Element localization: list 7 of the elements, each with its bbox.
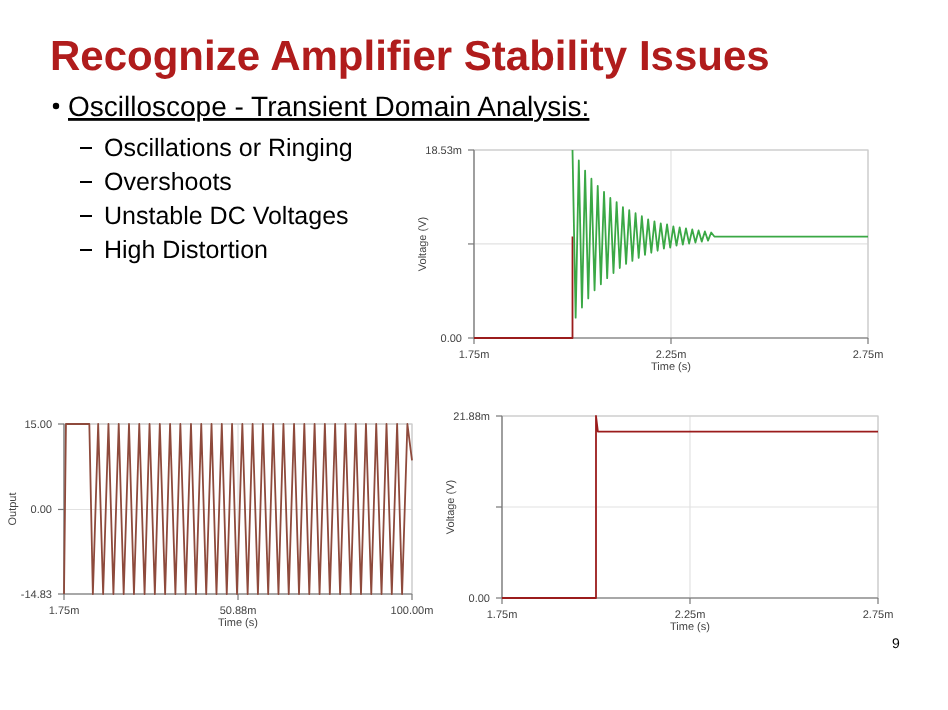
text: High Distortion [104,236,269,264]
text: Unstable DC Voltages [104,202,349,230]
text: Oscillations or Ringing [104,134,353,162]
line-series [571,149,869,319]
text: Overshoots [104,168,232,196]
text: Recognize Amplifier Stability Issues [50,34,770,80]
text: Oscilloscope - Transient Domain Analysis: [68,90,590,122]
